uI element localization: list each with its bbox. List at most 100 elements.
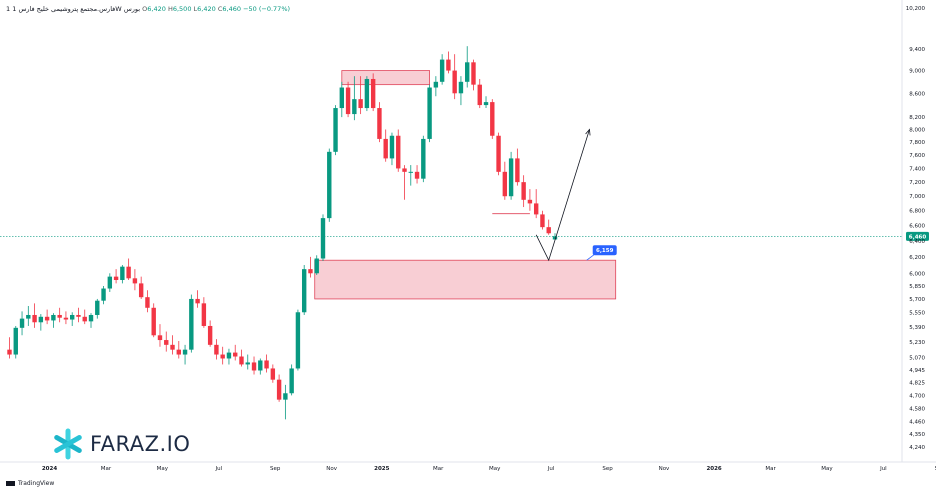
candle-body — [402, 168, 407, 172]
open-label: O — [142, 5, 148, 13]
candle-body — [446, 59, 451, 71]
candle-body — [552, 236, 558, 240]
price-axis-label: 7,800 — [909, 140, 925, 146]
candle-body — [339, 87, 345, 109]
candle-body — [245, 362, 250, 365]
candle-body — [508, 158, 514, 197]
candle-body — [19, 318, 25, 328]
current-price-badge — [906, 231, 929, 241]
target-callout-line — [586, 253, 595, 261]
tradingview-label: TradingView — [18, 480, 55, 487]
low-label: L — [193, 5, 198, 13]
time-axis-label: Sep — [602, 466, 613, 472]
candle-body — [283, 393, 288, 400]
candle-body — [126, 266, 131, 279]
price-axis-label: 4,460 — [909, 420, 925, 426]
candle-body — [95, 300, 100, 315]
low-value: 6,420 — [197, 5, 216, 13]
price-axis-label: 4,700 — [909, 393, 925, 399]
supply-zone — [341, 70, 430, 86]
close-label: C — [217, 5, 223, 13]
watermark-logo: FARAZ.IO — [52, 428, 190, 460]
price-axis-label: 8,200 — [909, 115, 925, 121]
price-axis-label: 5,700 — [909, 297, 925, 303]
candle-body — [314, 258, 319, 274]
price-axis-label: 4,350 — [909, 432, 925, 438]
candle-body — [358, 99, 363, 109]
price-axis-label: 6,200 — [909, 255, 925, 261]
time-axis-label: 2025 — [374, 466, 389, 472]
candle-body — [527, 199, 533, 204]
candle-body — [170, 344, 175, 350]
candle-body — [276, 379, 282, 400]
price-axis-label: 7,400 — [909, 166, 925, 172]
candle-body — [120, 266, 125, 281]
price-axis-label: 4,240 — [909, 445, 925, 451]
price-axis-label: 9,000 — [909, 69, 925, 75]
projection-arrowhead — [585, 128, 591, 136]
asterisk-logo-icon — [54, 428, 82, 460]
candle-body — [132, 278, 138, 284]
candle-body — [82, 316, 87, 322]
target-price-label: 6,159 — [596, 248, 614, 254]
current-price-label: 6,460 — [909, 234, 927, 240]
high-value: 6,500 — [172, 5, 192, 13]
zones — [314, 70, 617, 300]
price-axis-label: 6,000 — [909, 271, 925, 277]
candle-body — [107, 276, 113, 289]
price-axis-label: 8,000 — [909, 127, 925, 133]
price-axis-label: 6,600 — [909, 224, 925, 230]
time-axis-label: Mar — [101, 466, 112, 472]
price-axis-label: 5,070 — [909, 355, 925, 361]
candle-body — [182, 349, 188, 355]
candle-body — [496, 135, 501, 172]
candle-body — [546, 227, 551, 234]
candle-body — [201, 303, 207, 326]
candle-body — [320, 218, 326, 259]
candle-body — [189, 298, 194, 350]
tradingview-brand[interactable]: TradingView — [6, 480, 54, 487]
candle-body — [289, 368, 294, 394]
candle-body — [301, 269, 307, 313]
candle-body — [176, 349, 181, 355]
candle-body — [57, 314, 62, 318]
candle-body — [258, 360, 263, 371]
candle-body — [88, 314, 94, 322]
candle-body — [465, 62, 470, 82]
candle-body — [502, 171, 508, 197]
time-axis-label: Nov — [326, 466, 337, 472]
time-axis-label: Sep — [270, 466, 281, 472]
price-axis-label: 9,400 — [909, 47, 925, 53]
time-axis-label: Nov — [659, 466, 670, 472]
candle-body — [220, 354, 225, 359]
close-value: 6,460 — [222, 5, 241, 13]
symbol-header[interactable]: 1 فارس.‌مجتمع پتروشیمی خلیج فارس 1W بورس… — [6, 5, 290, 13]
candle-body — [13, 327, 18, 355]
candle-body — [333, 108, 338, 152]
open-value: 6,420 — [147, 5, 166, 13]
candle-body — [389, 135, 395, 159]
candle-body — [345, 87, 351, 115]
price-axis-label: 6,800 — [909, 209, 925, 215]
candle-body — [327, 151, 332, 219]
candle-body — [101, 288, 106, 301]
candle-body — [533, 203, 539, 215]
candle-body — [483, 102, 489, 106]
price-axis-label: 5,390 — [909, 325, 925, 331]
time-axis-label: Jul — [879, 466, 887, 472]
price-axis-label: 5,550 — [909, 310, 925, 316]
candle-body — [145, 297, 150, 308]
price-axis-label: 4,825 — [909, 380, 925, 386]
time-axis-label: 2026 — [706, 466, 721, 472]
symbol-number: 1 — [6, 5, 11, 13]
time-axis-label: Jul — [547, 466, 555, 472]
candle-body — [7, 349, 12, 355]
candle-body — [433, 81, 439, 88]
candle-body — [264, 360, 269, 369]
price-axis-label: 4,580 — [909, 406, 925, 412]
time-axis-label: May — [489, 466, 501, 472]
candle-body — [63, 317, 69, 320]
chart-pane[interactable] — [0, 0, 902, 462]
candle-body — [113, 276, 119, 281]
